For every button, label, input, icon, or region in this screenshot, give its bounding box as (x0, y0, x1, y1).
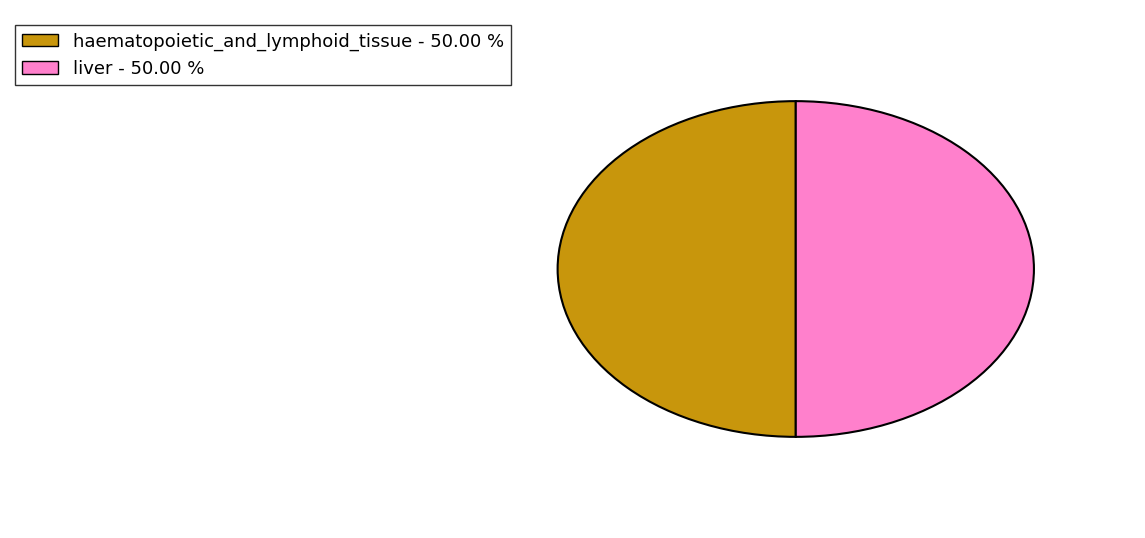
Wedge shape (558, 101, 796, 437)
Legend: haematopoietic_and_lymphoid_tissue - 50.00 %, liver - 50.00 %: haematopoietic_and_lymphoid_tissue - 50.… (15, 25, 511, 85)
Wedge shape (796, 101, 1034, 437)
